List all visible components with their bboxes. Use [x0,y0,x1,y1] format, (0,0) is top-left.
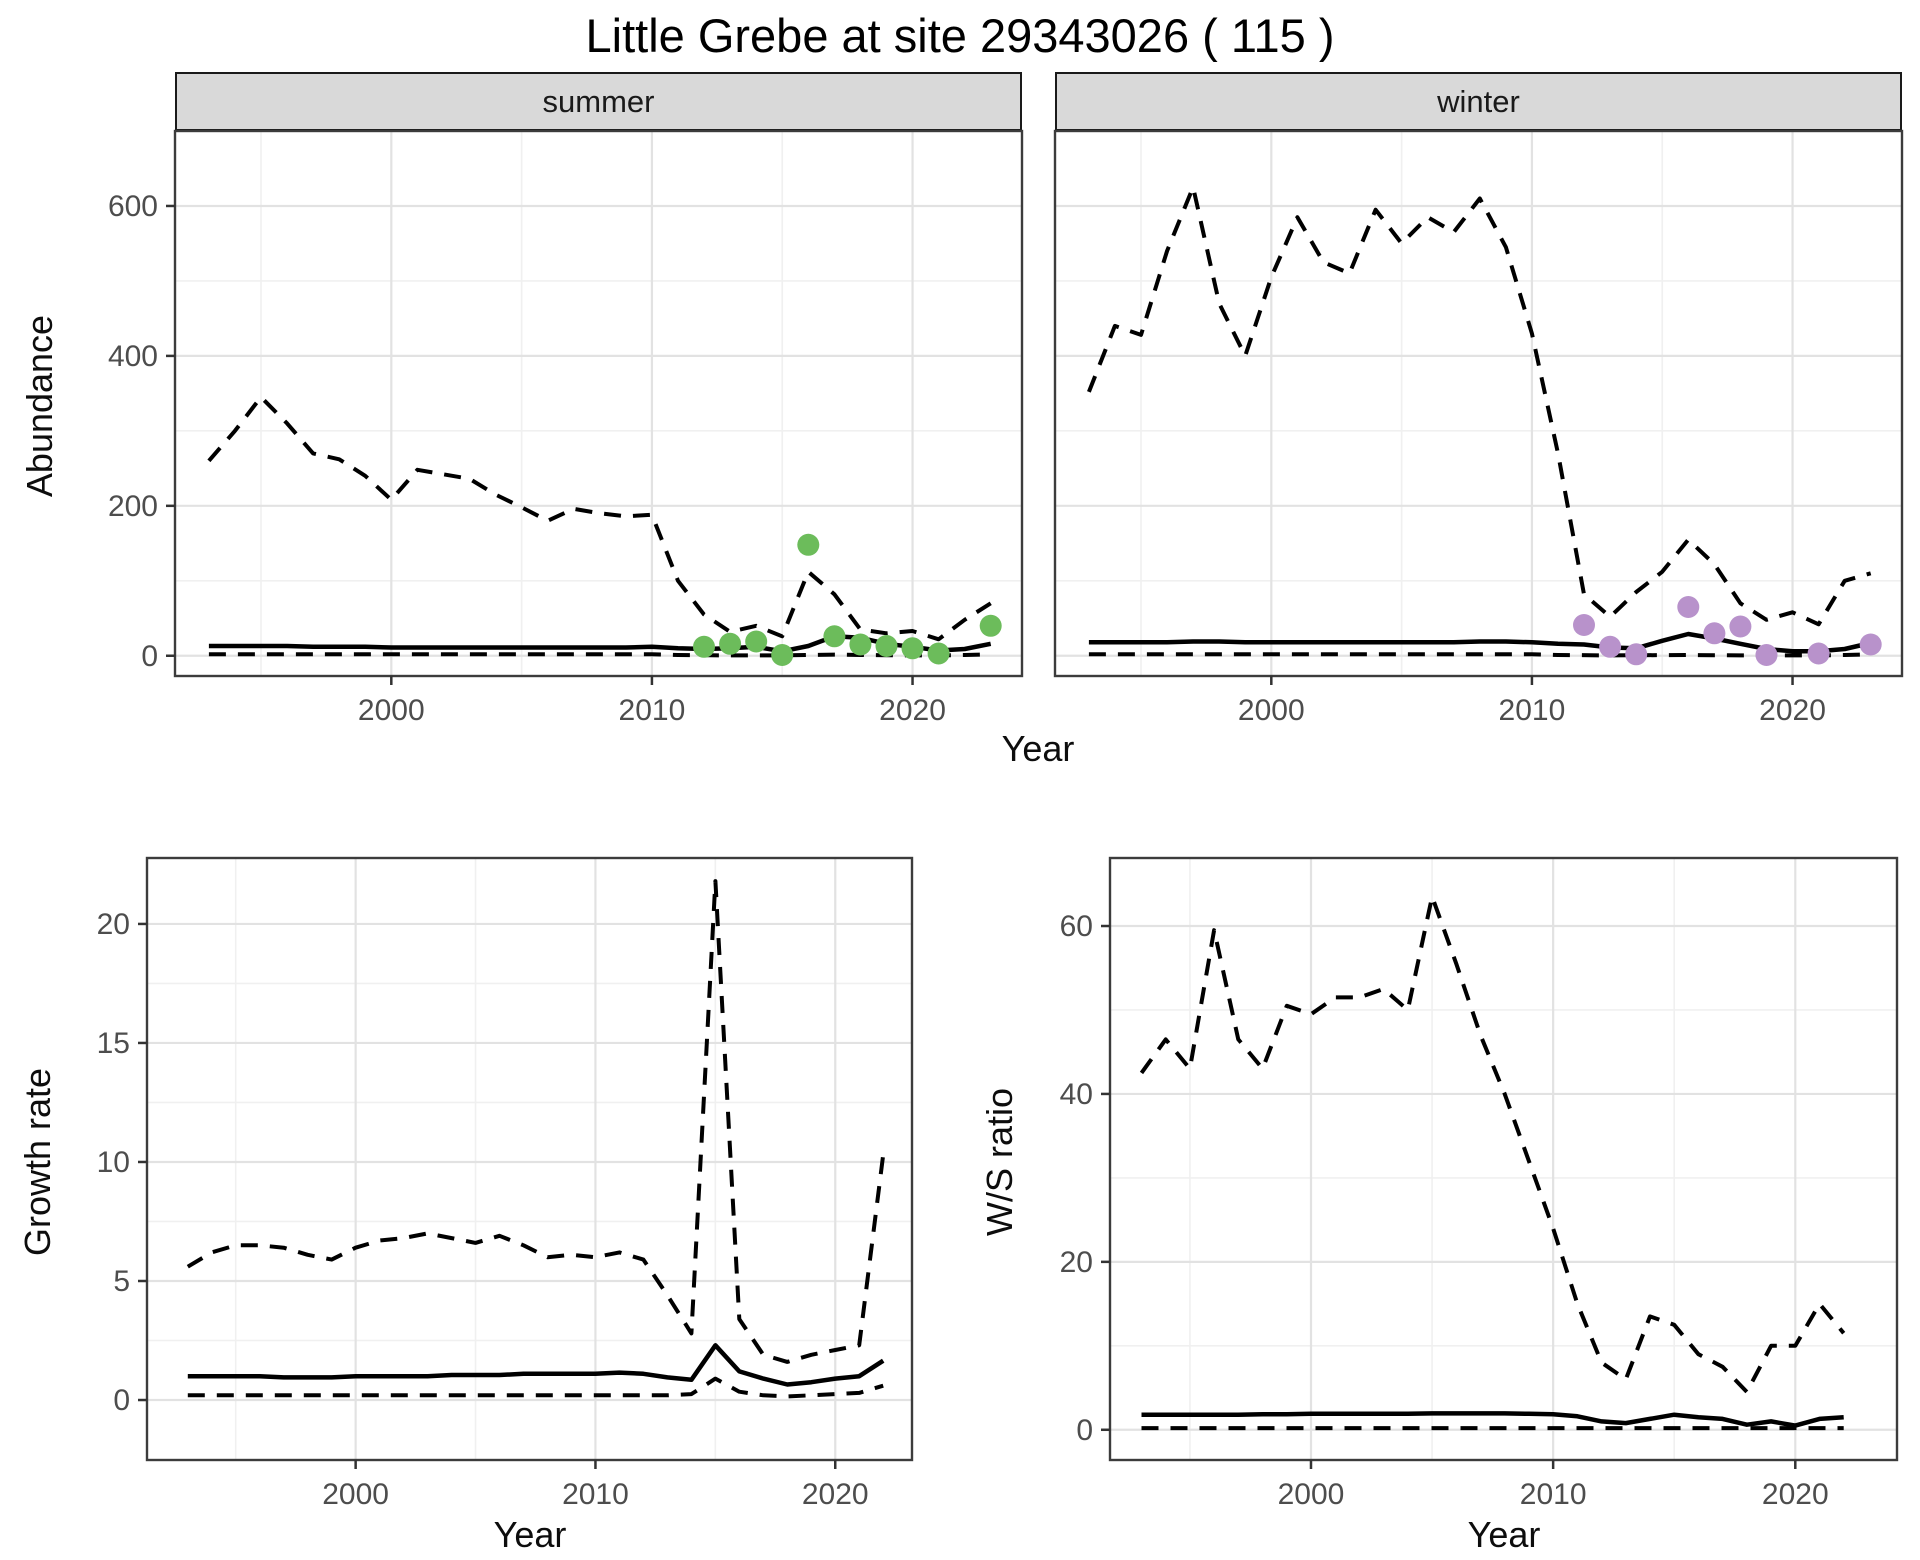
svg-text:2020: 2020 [879,694,946,727]
x-axis-title-ws: Year [1467,1514,1541,1555]
x-axis-title-growth: Year [493,1514,567,1555]
svg-text:20: 20 [97,908,130,941]
abundance-summer-observed-points [693,533,1002,666]
svg-text:2010: 2010 [619,694,686,727]
ws-ratio-plot: 2000 2010 2020 0 20 40 60 [1060,856,1899,1511]
abundance-summer-plot: 2000 2010 2020 0 200 400 600 [108,129,1024,727]
svg-text:600: 600 [108,190,158,223]
svg-text:15: 15 [97,1027,130,1060]
abundance-winter-upper_ci-line [1087,185,1872,627]
growth-rate-plot: 2000 2010 2020 0 5 10 15 20 [97,856,914,1511]
svg-text:2010: 2010 [1499,694,1566,727]
svg-text:200: 200 [108,490,158,523]
growth-rate-median-line [187,1343,885,1387]
svg-text:0: 0 [1076,1414,1093,1447]
x-axis-title-top: Year [1001,728,1075,769]
svg-text:2020: 2020 [1762,1478,1829,1511]
svg-text:2000: 2000 [322,1478,389,1511]
svg-text:2020: 2020 [802,1478,869,1511]
svg-text:2000: 2000 [1278,1478,1345,1511]
abundance-winter-plot: 2000 2010 2020 [1053,129,1904,727]
abundance-winter-median-line [1088,631,1872,654]
svg-text:20: 20 [1060,1246,1093,1279]
facet-strip-summer-label: summer [542,83,655,119]
facet-strip-winter: winter [1055,72,1902,131]
svg-text:0: 0 [141,640,158,673]
svg-text:2010: 2010 [1520,1478,1587,1511]
svg-text:0: 0 [113,1384,130,1417]
svg-text:2010: 2010 [562,1478,629,1511]
abundance-summer-upper_ci-line [207,395,992,642]
facet-strip-summer: summer [175,72,1022,131]
svg-text:400: 400 [108,340,158,373]
svg-text:60: 60 [1060,910,1093,943]
svg-text:5: 5 [113,1265,130,1298]
svg-text:40: 40 [1060,1078,1093,1111]
svg-text:10: 10 [97,1146,130,1179]
svg-text:2020: 2020 [1759,694,1826,727]
growth-rate-upper_ci-line [186,879,886,1364]
ws-ratio-median-line [1141,1411,1844,1428]
abundance-winter-observed-points [1573,596,1882,666]
chart-title: Little Grebe at site 29343026 ( 115 ) [585,9,1335,62]
growth-rate-lower_ci-line [187,1376,884,1399]
ws-ratio-upper_ci-line [1139,894,1846,1394]
svg-text:2000: 2000 [358,694,425,727]
facet-strip-winter-label: winter [1437,83,1520,119]
svg-text:2000: 2000 [1238,694,1305,727]
